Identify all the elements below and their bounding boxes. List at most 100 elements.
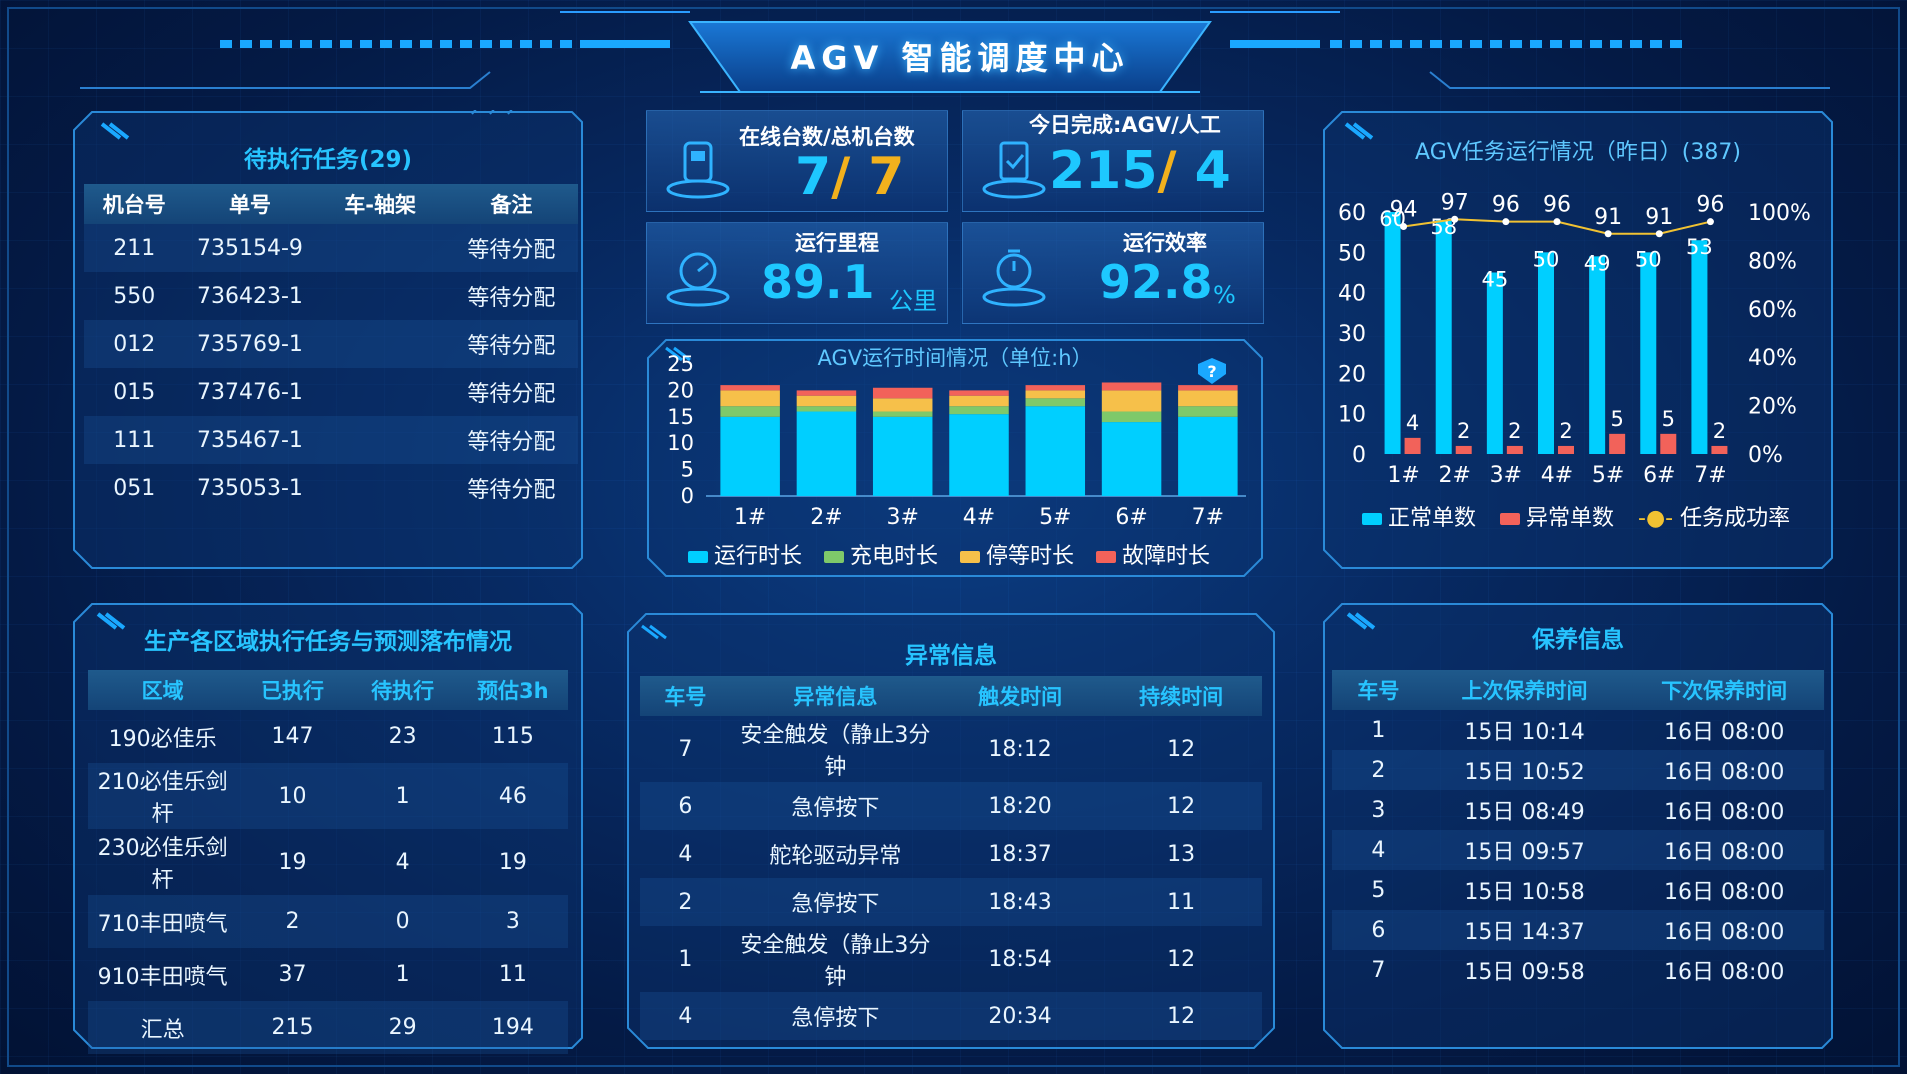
maintenance-title: 保养信息 — [1532, 627, 1624, 653]
anomalies-table: 车号 异常信息 触发时间 持续时间 7 安全触发（静止3分钟 18:12 12 6 急停按… — [640, 676, 1262, 1040]
col-car: 车号 — [640, 676, 731, 716]
bar-1-4# — [949, 406, 1009, 415]
legend-abnormal: 异常单数 — [1500, 500, 1614, 532]
x-tick-label: 4# — [1541, 463, 1573, 488]
cell-machine: 012 — [113, 331, 156, 357]
legend-wait-swatch — [960, 551, 980, 563]
table-row: 211 735154-9 等待分配 — [84, 224, 578, 272]
bar-2-7# — [1178, 390, 1238, 407]
table-row: 550 736423-1 等待分配 — [84, 272, 578, 320]
success-rate-point — [1706, 218, 1714, 226]
col-note: 备注 — [444, 184, 578, 224]
cell-note: 等待分配 — [467, 238, 556, 263]
data-label-abnormal: 2 — [1508, 419, 1521, 443]
bar-0-4# — [949, 414, 1009, 496]
bar-normal-3# — [1486, 272, 1503, 454]
cell-order: 735769-1 — [197, 331, 303, 357]
legend-charge-label: 充电时长 — [850, 544, 939, 569]
kpi-mileage-unit: 公里 — [889, 287, 937, 315]
cell-dur: 12 — [1167, 1003, 1196, 1029]
success-rate-point — [1451, 215, 1459, 223]
data-label-rate: 97 — [1441, 190, 1469, 215]
legend-run: 运行时长 — [688, 538, 802, 570]
panel-frame — [73, 603, 583, 1049]
cell-car: 1 — [678, 946, 693, 972]
bar-2-5# — [1025, 390, 1086, 399]
cell-time: 20:34 — [988, 1003, 1052, 1029]
cell-done: 19 — [278, 849, 307, 875]
cell-order: 735467-1 — [197, 427, 303, 453]
col-maint-car: 车号 — [1332, 670, 1425, 710]
col-dur: 持续时间 — [1100, 676, 1262, 716]
bar-0-2# — [796, 411, 857, 496]
col-machine: 机台号 — [84, 184, 185, 224]
bar-normal-7# — [1691, 240, 1708, 454]
table-row: 4 舵轮驱动异常 18:37 13 — [640, 830, 1262, 878]
table-row: 3 15日 08:49 16日 08:00 — [1332, 790, 1824, 830]
cell-time: 18:12 — [988, 736, 1052, 762]
legend-abnormal-swatch — [1500, 513, 1520, 525]
legend-fault-swatch — [1096, 551, 1116, 563]
cell-dur: 13 — [1167, 841, 1196, 867]
table-row: 2 15日 10:52 16日 08:00 — [1332, 750, 1824, 790]
cell-car: 5 — [1371, 877, 1386, 903]
success-rate-point — [1655, 230, 1663, 238]
maintenance-panel: 保养信息 车号 上次保养时间 下次保养时间 1 15日 10:14 16日 08:0… — [1322, 602, 1834, 1050]
success-rate-point — [1604, 230, 1612, 238]
cell-axle — [315, 416, 444, 464]
bar-0-1# — [720, 416, 780, 496]
bar-0-7# — [1178, 416, 1238, 496]
bar-1-6# — [1101, 411, 1162, 423]
table-row: 015 737476-1 等待分配 — [84, 368, 578, 416]
task-chart: 01020304050600%20%40%60%80%100%6041#5822… — [1338, 190, 1811, 488]
cell-area: 910丰田喷气 — [97, 964, 228, 990]
y-tick-label: 10 — [667, 431, 694, 455]
table-row: 7 安全触发（静止3分钟 18:12 12 — [640, 716, 1262, 782]
col-axle: 车-轴架 — [315, 184, 445, 224]
cell-car: 6 — [1371, 917, 1386, 943]
cell-info: 安全触发（静止3分钟 — [740, 723, 931, 780]
col-info: 异常信息 — [730, 676, 940, 716]
cell-car: 4 — [1371, 837, 1386, 863]
cell-done: 37 — [278, 962, 307, 987]
kpi-online-slash: / — [831, 147, 851, 207]
cell-info: 急停按下 — [791, 892, 880, 917]
y2-tick-label: 20% — [1748, 395, 1797, 420]
legend-wait: 停等时长 — [960, 538, 1074, 570]
kpi-done-b: 4 — [1176, 141, 1231, 201]
y2-tick-label: 60% — [1748, 298, 1797, 323]
x-tick-label: 7# — [1694, 463, 1726, 488]
x-tick-label: 5# — [1039, 505, 1071, 530]
y2-tick-label: 100% — [1748, 201, 1811, 226]
x-tick-label: 7# — [1192, 505, 1224, 530]
cell-info: 舵轮驱动异常 — [769, 844, 902, 869]
anomalies-title: 异常信息 — [905, 643, 997, 669]
legend-run-swatch — [688, 551, 708, 563]
y-tick-label: 5 — [681, 458, 694, 482]
data-label-normal: 50 — [1533, 247, 1560, 271]
cell-time: 18:43 — [988, 889, 1052, 915]
x-tick-label: 4# — [963, 505, 995, 530]
x-tick-label: 1# — [1387, 463, 1419, 488]
cell-last: 15日 10:14 — [1464, 720, 1585, 745]
data-label-abnormal: 4 — [1406, 411, 1419, 435]
cell-car: 4 — [678, 841, 693, 867]
data-label-rate: 96 — [1543, 193, 1571, 218]
success-rate-point — [1502, 218, 1510, 226]
legend-abnormal-label: 异常单数 — [1526, 506, 1615, 531]
cell-order: 735053-1 — [197, 475, 303, 501]
table-row: 230必佳乐剑杆 19 4 19 — [88, 829, 568, 895]
cell-last: 15日 09:58 — [1464, 960, 1585, 985]
data-label-normal: 45 — [1481, 268, 1508, 292]
bar-1-3# — [872, 411, 933, 417]
bar-1-7# — [1178, 406, 1238, 417]
table-row: 012 735769-1 等待分配 — [84, 320, 578, 368]
bar-3-7# — [1178, 385, 1238, 391]
kpi-done-slash: / — [1157, 141, 1177, 201]
cell-area: 汇总 — [140, 1017, 185, 1043]
cell-est: 115 — [491, 724, 534, 749]
legend-normal: 正常单数 — [1362, 500, 1476, 532]
bar-3-3# — [872, 387, 933, 399]
kpi-efficiency-unit: % — [1213, 281, 1236, 309]
